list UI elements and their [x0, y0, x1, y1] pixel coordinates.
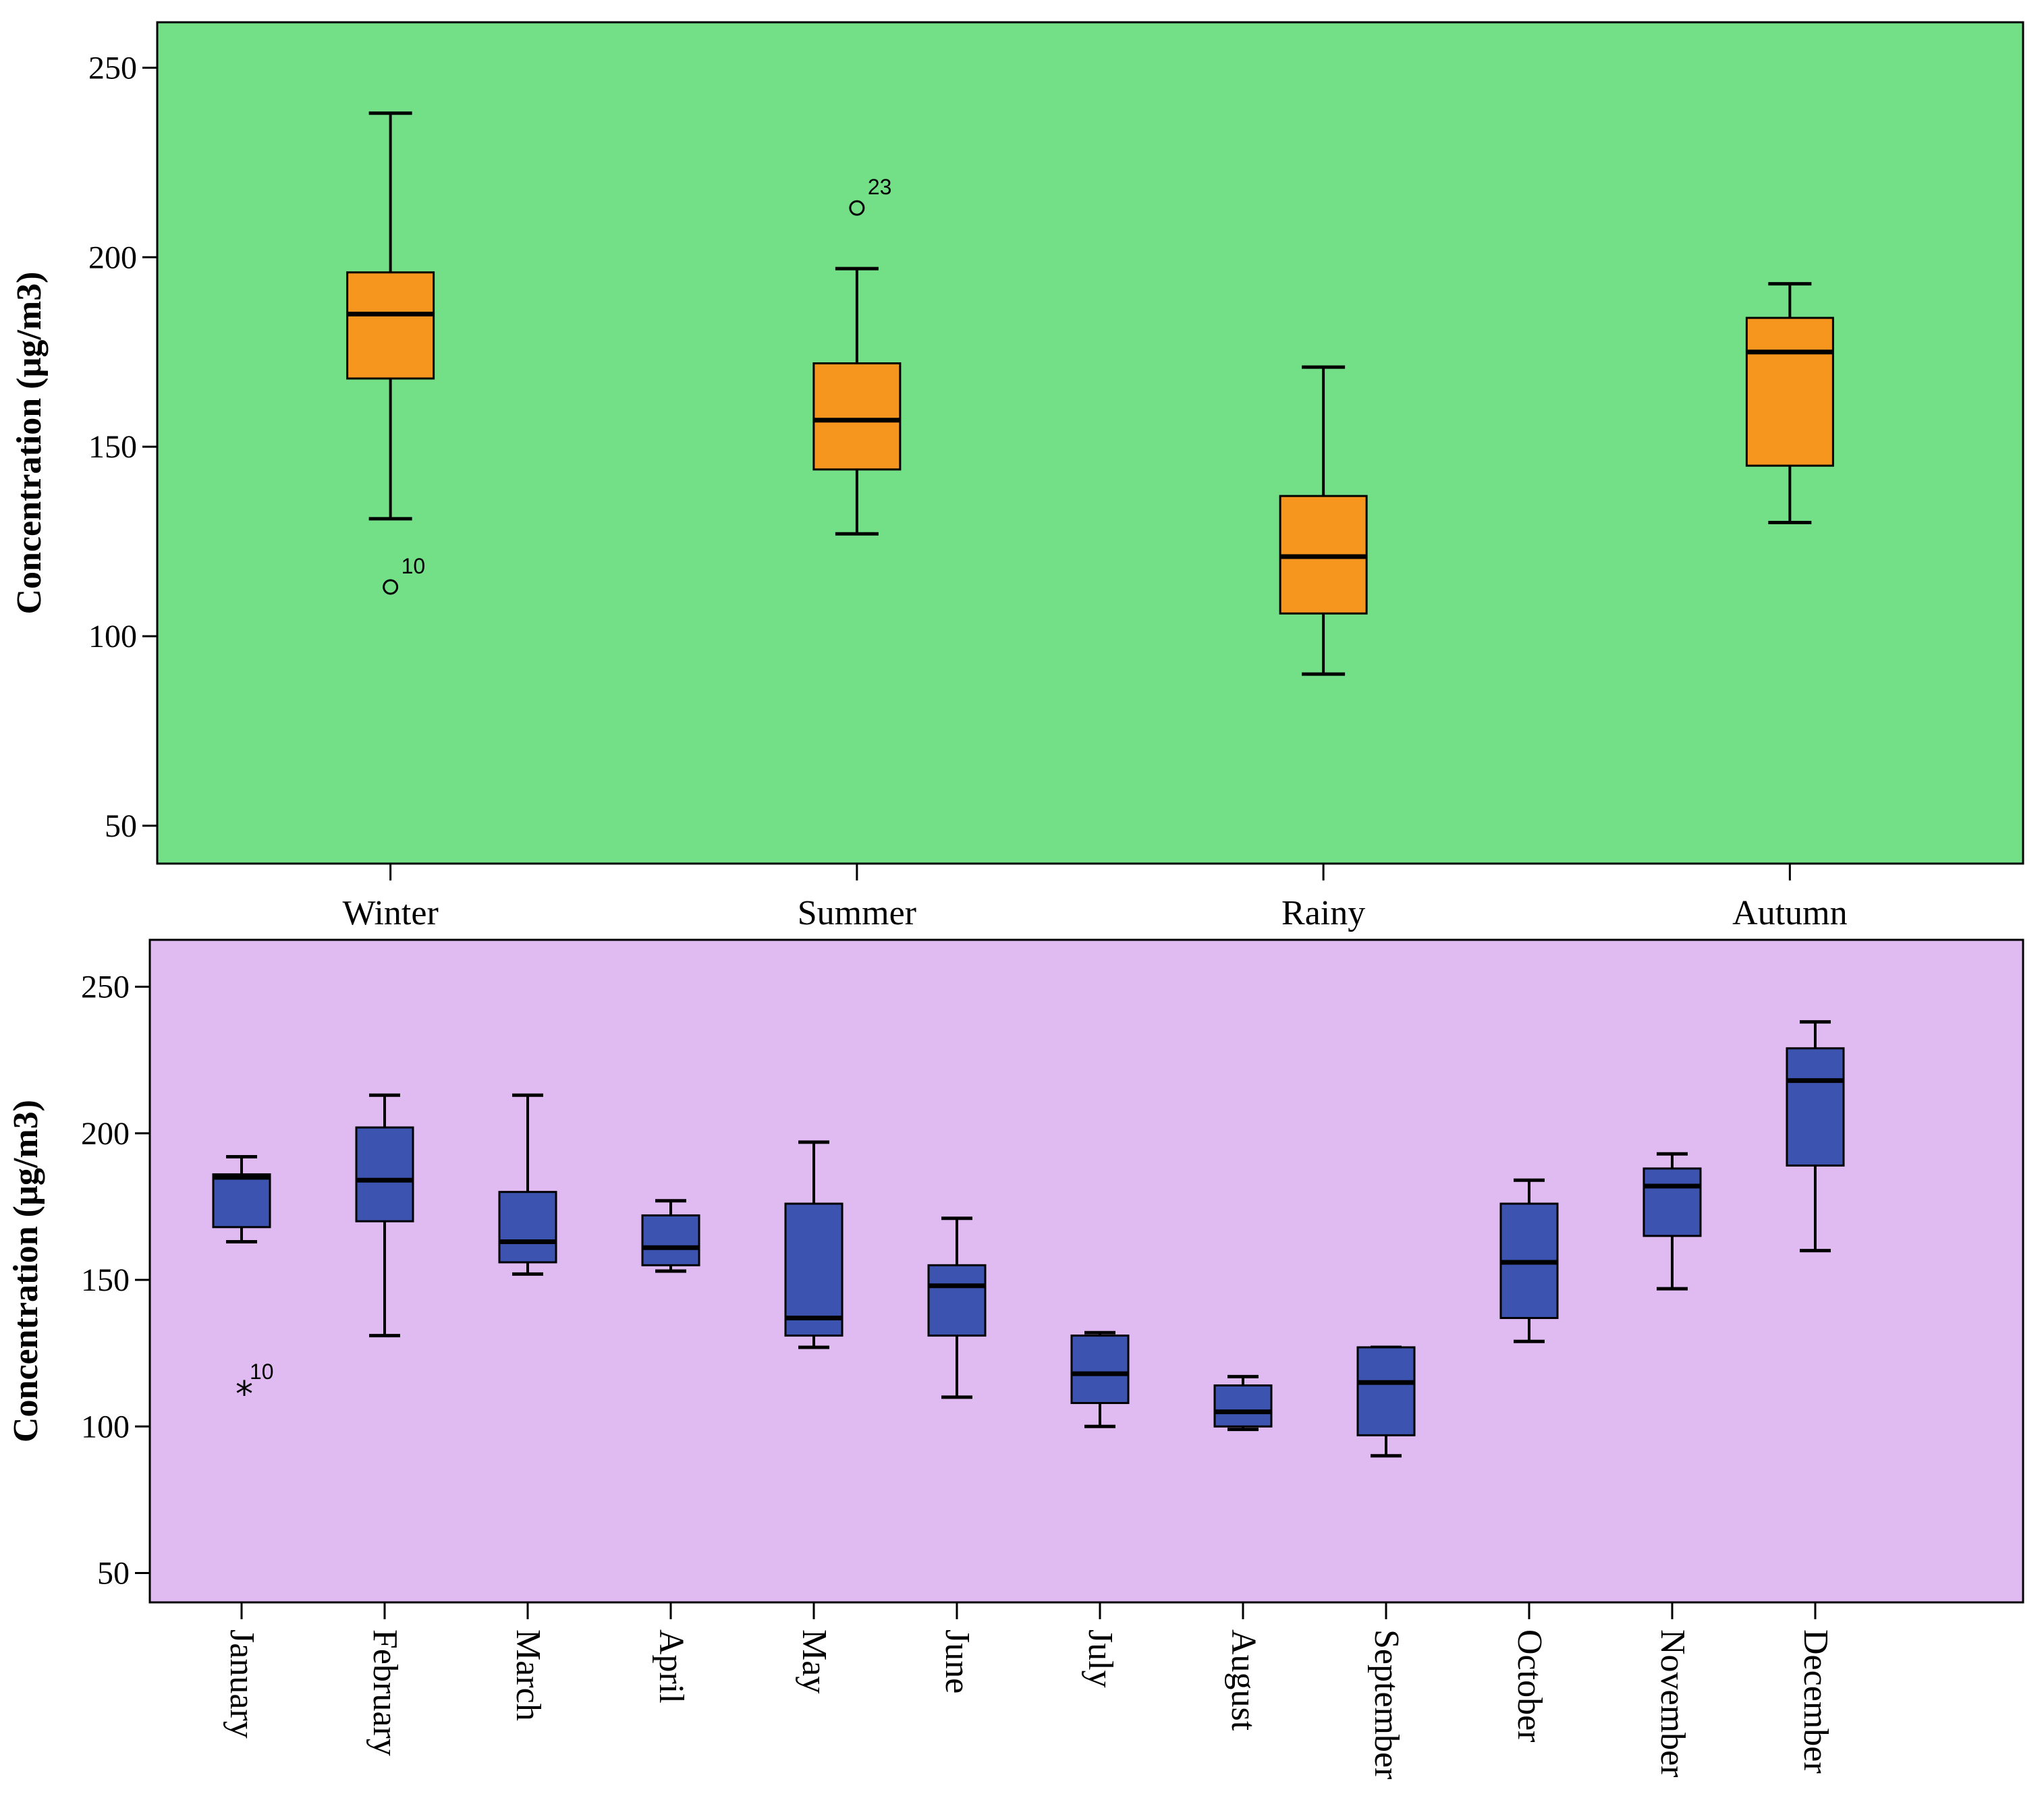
x-tick-label-july: July — [1081, 1629, 1120, 1688]
box-november — [1642, 1152, 1702, 1291]
box-autumn — [1745, 282, 1834, 524]
iqr-box — [1070, 1335, 1130, 1405]
plot-area — [148, 938, 2024, 1604]
x-tick-label-june: June — [938, 1629, 976, 1693]
box-december — [1786, 1020, 1845, 1253]
y-tick-label: 150 — [81, 1262, 130, 1298]
iqr-box — [1213, 1384, 1273, 1428]
y-tick-label: 50 — [97, 1556, 130, 1592]
plot-area — [156, 21, 2024, 865]
iqr-box — [927, 1264, 987, 1337]
iqr-box — [1356, 1346, 1416, 1436]
box-september — [1356, 1345, 1416, 1458]
outlier-marker — [383, 579, 399, 595]
box-rainy — [1279, 365, 1368, 676]
iqr-box — [212, 1173, 271, 1229]
x-tick-label-september: September — [1367, 1629, 1406, 1779]
x-tick-label-may: May — [795, 1629, 833, 1693]
iqr-box — [812, 362, 902, 471]
box-april — [641, 1199, 700, 1273]
seasonal-boxplot: 50 100 150 200 250 Concentration (µg/m3) Winte… — [10, 21, 2024, 932]
x-tick-label-winter: Winter — [342, 894, 438, 932]
iqr-box — [641, 1214, 700, 1266]
x-tick-label-march: March — [509, 1629, 547, 1721]
monthly-boxplot: 50 100 150 200 250 Concentration (µg/m3) Janua… — [7, 938, 2024, 1779]
box-winter — [346, 111, 435, 521]
y-tick-label: 100 — [81, 1409, 130, 1444]
box-january — [212, 1155, 271, 1244]
box-august — [1213, 1374, 1273, 1432]
y-tick-label: 200 — [81, 1116, 130, 1152]
iqr-box — [1642, 1167, 1702, 1237]
y-axis-label: Concentration (µg/m3) — [10, 272, 49, 615]
iqr-box — [346, 271, 435, 380]
outlier-star-marker: * — [236, 1374, 253, 1415]
outlier-label: 10 — [250, 1359, 274, 1384]
box-march — [498, 1093, 557, 1276]
y-tick-label: 100 — [88, 619, 137, 654]
iqr-box — [1745, 316, 1834, 467]
outlier-label: 10 — [402, 554, 426, 578]
box-february — [355, 1093, 414, 1338]
x-tick-label-february: February — [366, 1629, 404, 1756]
x-tick-label-january: January — [223, 1629, 261, 1739]
box-june — [927, 1216, 987, 1399]
iqr-box — [1786, 1047, 1845, 1167]
iqr-box — [355, 1126, 414, 1223]
iqr-box — [498, 1191, 557, 1264]
outlier-marker — [849, 200, 865, 216]
y-tick-label: 150 — [88, 429, 137, 465]
x-tick-label-october: October — [1510, 1629, 1549, 1742]
x-tick-label-april: April — [652, 1629, 690, 1704]
y-axis-label: Concentration (µg/m3) — [7, 1100, 45, 1442]
x-tick-label-autumn: Autumn — [1732, 894, 1847, 932]
box-summer — [812, 266, 902, 536]
box-may — [784, 1140, 844, 1349]
box-october — [1499, 1178, 1559, 1343]
y-tick-label: 250 — [88, 50, 137, 86]
y-tick-label: 250 — [81, 970, 130, 1005]
x-tick-label-december: December — [1796, 1629, 1835, 1774]
y-tick-label: 50 — [105, 808, 137, 844]
box-july — [1070, 1330, 1130, 1428]
x-tick-label-rainy: Rainy — [1281, 894, 1365, 932]
outlier-label: 23 — [868, 175, 892, 199]
x-tick-label-august: August — [1224, 1629, 1263, 1731]
x-tick-label-november: November — [1653, 1629, 1692, 1777]
y-tick-label: 200 — [88, 240, 137, 275]
x-tick-label-summer: Summer — [798, 894, 916, 932]
iqr-box — [784, 1202, 844, 1337]
